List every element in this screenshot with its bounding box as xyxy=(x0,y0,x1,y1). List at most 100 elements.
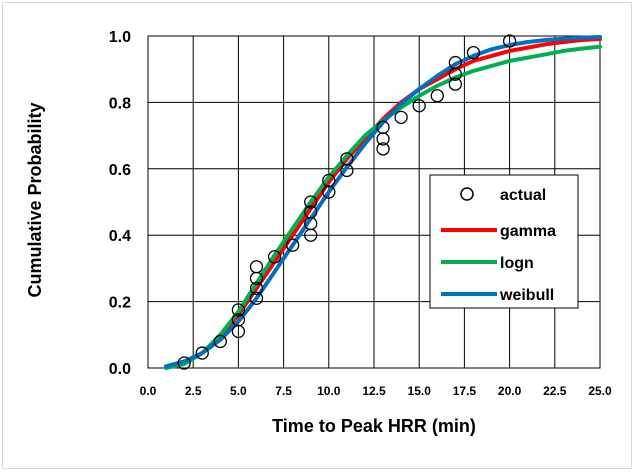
weibull-point xyxy=(489,47,494,52)
legend-weibull-label: weibull xyxy=(499,287,554,304)
x-tick-label: 7.5 xyxy=(275,384,292,398)
weibull-point xyxy=(182,359,186,364)
weibull-point xyxy=(598,35,602,39)
legend-actual-marker xyxy=(460,187,474,201)
gamma-point xyxy=(471,59,476,63)
actual-point xyxy=(430,89,444,103)
tick-labels: 0.0 2.5 5.0 7.5 10.0 12.5 15.0 17.5 20.0 22.5 25.0… xyxy=(109,29,612,398)
x-tick-label: 2.5 xyxy=(185,384,202,398)
actual-point xyxy=(376,120,390,134)
weibull-point xyxy=(327,190,331,194)
weibull-point xyxy=(164,364,168,369)
legend-logn-label: logn xyxy=(500,255,534,272)
weibull-point xyxy=(471,54,476,58)
gamma-point xyxy=(543,42,548,47)
actual-point xyxy=(249,291,264,305)
logn-point xyxy=(290,226,295,231)
legend-box xyxy=(429,174,579,309)
x-tick-label: 12.5 xyxy=(362,384,386,398)
y-tick-label: 0.8 xyxy=(109,95,131,112)
y-tick-label: 0.2 xyxy=(109,295,131,312)
logn-point xyxy=(471,69,476,73)
legend: actual gamma logn weibull xyxy=(429,174,579,309)
actual-point xyxy=(304,195,318,209)
actual-point xyxy=(213,334,227,349)
actual-point xyxy=(322,173,336,188)
logn-point xyxy=(543,52,548,57)
actual-point xyxy=(267,250,282,264)
weibull-point xyxy=(543,38,548,42)
logn-point xyxy=(489,64,494,68)
logn-point xyxy=(525,55,530,60)
y-tick-label: 0.4 xyxy=(109,228,131,245)
y-tick-label: 0.6 xyxy=(109,162,131,179)
plot-area-border xyxy=(147,35,601,369)
actual-point xyxy=(231,313,246,327)
y-tick-label: 0.0 xyxy=(109,361,131,378)
weibull-point xyxy=(580,35,584,40)
actual-point xyxy=(249,281,264,295)
actual-point xyxy=(340,152,354,166)
weibull-point xyxy=(254,296,259,301)
actual-point xyxy=(195,346,209,360)
actual-point xyxy=(448,55,463,70)
actual-point xyxy=(304,205,318,219)
logn-point xyxy=(580,46,584,51)
weibull-point xyxy=(417,87,422,91)
logn-point xyxy=(417,93,422,98)
logn-point xyxy=(363,133,367,138)
logn-point xyxy=(308,200,313,204)
weibull-point xyxy=(363,142,367,146)
weibull-point xyxy=(453,62,458,67)
x-tick-label: 0.0 xyxy=(140,384,157,398)
actual-point xyxy=(448,77,463,91)
logn-point xyxy=(236,309,241,314)
actual-point xyxy=(394,110,408,124)
logn-point xyxy=(435,84,440,88)
weibull-point xyxy=(218,337,223,342)
logn-point xyxy=(272,253,277,257)
logn-point xyxy=(562,49,566,53)
x-tick-label: 5.0 xyxy=(230,384,247,398)
legend-gamma-label: gamma xyxy=(500,223,556,240)
logn-point xyxy=(327,175,331,179)
weibull-point xyxy=(435,74,440,78)
weibull-point xyxy=(507,43,512,47)
actual-point xyxy=(177,356,191,370)
gamma-point xyxy=(507,49,512,53)
actual-point xyxy=(502,34,517,48)
gamma-point xyxy=(525,45,530,50)
weibull-point xyxy=(272,269,277,274)
actual-point xyxy=(231,303,246,317)
y-tick-label: 1.0 xyxy=(109,29,131,46)
actual-point xyxy=(376,142,390,156)
gamma-point xyxy=(489,54,494,58)
x-tick-label: 10.0 xyxy=(317,384,341,398)
logn-point xyxy=(598,44,602,49)
x-tick-label: 25.0 xyxy=(588,384,612,398)
y-axis-title: Cumulative Probability xyxy=(25,102,45,297)
logn-point xyxy=(345,153,349,158)
legend-actual-label: actual xyxy=(500,187,546,204)
weibull-point xyxy=(399,102,403,106)
logn-point xyxy=(507,59,512,63)
x-tick-label: 22.5 xyxy=(543,384,567,398)
actual-point xyxy=(285,238,300,252)
x-axis-title: Time to Peak HRR (min) xyxy=(272,416,476,436)
weibull-point xyxy=(345,165,349,169)
actual-point xyxy=(466,45,481,60)
x-tick-label: 15.0 xyxy=(408,384,432,398)
actual-point xyxy=(412,99,426,113)
gamma-point xyxy=(290,233,295,237)
weibull-point xyxy=(236,319,241,324)
x-tick-label: 17.5 xyxy=(453,384,477,398)
weibull-point xyxy=(290,243,295,247)
series-layer xyxy=(164,34,602,370)
weibull-point xyxy=(525,40,530,44)
gamma-point xyxy=(562,40,566,44)
x-tick-label: 20.0 xyxy=(498,384,522,398)
weibull-point xyxy=(562,36,566,41)
actual-point xyxy=(249,260,264,274)
weibull-point xyxy=(200,351,205,355)
